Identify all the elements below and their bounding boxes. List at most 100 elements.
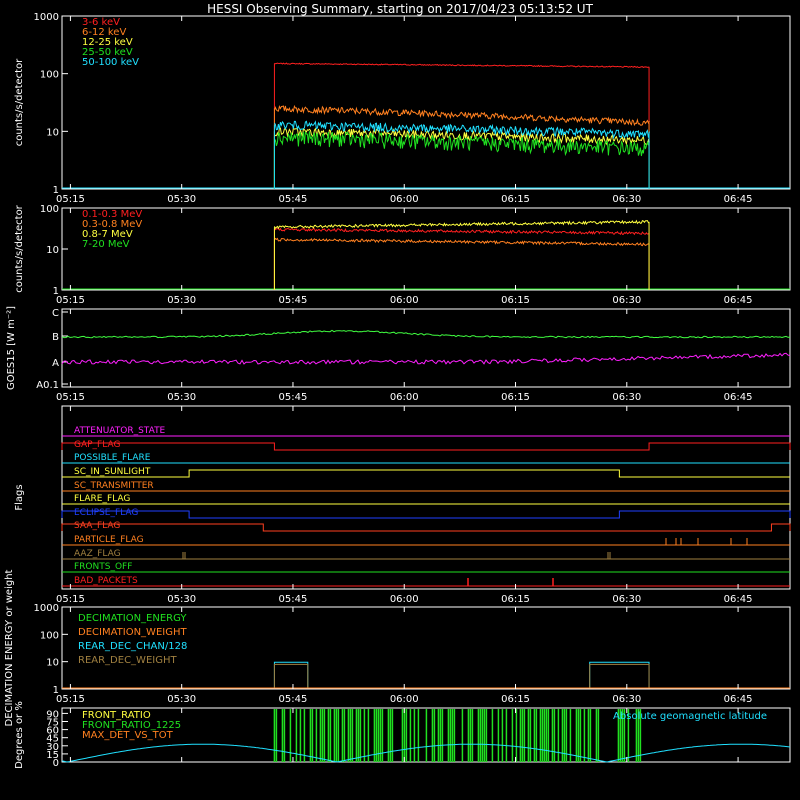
x-tick-label: 06:45	[724, 694, 753, 705]
x-tick-label: 06:30	[612, 295, 641, 306]
x-tick-label: 06:00	[390, 694, 419, 705]
y-tick-label: 0	[53, 758, 59, 769]
flag-line-8	[61, 523, 791, 532]
x-tick-label: 06:30	[612, 594, 641, 605]
y-tick-label: 90	[46, 709, 59, 720]
rear-dec-weight-step	[589, 663, 650, 688]
y-tick-label: 1	[53, 685, 59, 696]
x-tick-label: 06:30	[612, 392, 641, 403]
x-tick-label: 06:45	[724, 594, 753, 605]
x-tick-label: 05:45	[279, 392, 308, 403]
panel-frame-3	[61, 308, 791, 388]
y-tick-label: 10	[46, 127, 59, 138]
flag-line-2	[61, 442, 791, 451]
y-tick-label: 45	[46, 734, 59, 745]
x-tick-label: 05:30	[167, 194, 196, 205]
x-tick-label: 05:30	[167, 295, 196, 306]
panel2-legend-1: 0.1-0.3 MeV	[82, 209, 142, 220]
geomagnetic-latitude-line	[61, 743, 791, 763]
y-tick-label: 100	[40, 204, 59, 215]
decimation-legend-1: DECIMATION_ENERGY	[78, 613, 187, 624]
series-25-50-keV	[273, 131, 650, 157]
panel2-legend-4: 7-20 MeV	[82, 239, 130, 250]
ratios-legend-1: FRONT_RATIO	[82, 710, 151, 721]
x-tick-label: 05:45	[279, 594, 308, 605]
flag-label-6: FLARE_FLAG	[74, 494, 130, 504]
rear-dec-weight-step	[273, 663, 309, 688]
x-tick-label: 06:15	[501, 392, 530, 403]
series-6-12-keV	[273, 104, 650, 127]
ratios-y-axis-label: Degrees or %	[14, 701, 25, 769]
decimation-legend-4: REAR_DEC_WEIGHT	[78, 655, 177, 666]
y-tick-label: 15	[46, 750, 59, 761]
chart-title: HESSI Observing Summary, starting on 201…	[207, 2, 593, 16]
panel1-y-axis-label: counts/s/detector	[14, 58, 25, 146]
x-tick-label: 06:15	[501, 194, 530, 205]
series-0.8-7-MeV	[273, 219, 650, 230]
y-tick-label: 30	[46, 742, 59, 753]
x-tick-label: 06:00	[390, 594, 419, 605]
flag-label-5: SC_TRANSMITTER	[74, 481, 154, 491]
y-tick-label: 60	[46, 726, 59, 737]
x-tick-label: 05:45	[279, 295, 308, 306]
goes-short-line	[61, 352, 791, 365]
flag-label-7: ECLIPSE_FLAG	[74, 508, 138, 518]
x-tick-label: 06:15	[501, 295, 530, 306]
panel1-legend-3: 12-25 keV	[82, 37, 133, 48]
flag-label-2: GAP_FLAG	[74, 440, 120, 450]
panel-frame-5	[61, 606, 791, 690]
flags-y-axis-label: Flags	[14, 484, 25, 510]
y-tick-label: 75	[46, 718, 59, 729]
y-tick-label: 100	[40, 630, 59, 641]
ratios-legend-2: FRONT_RATIO_1225	[82, 720, 181, 731]
x-tick-label: 06:15	[501, 694, 530, 705]
x-tick-label: 05:15	[56, 194, 85, 205]
series-0.1-0.3-MeV	[274, 227, 650, 236]
geomagnetic-latitude-label: Absolute geomagnetic latitude	[613, 711, 767, 722]
x-tick-label: 05:15	[56, 694, 85, 705]
x-tick-label: 06:45	[724, 295, 753, 306]
series-3-6-keV	[274, 62, 650, 69]
flag-label-10: AAZ_FLAG	[74, 549, 121, 559]
y-tick-label: 1000	[34, 12, 59, 23]
y-tick-label: 1	[53, 185, 59, 196]
panel2-legend-3: 0.8-7 MeV	[82, 229, 133, 240]
flag-label-4: SC_IN_SUNLIGHT	[74, 467, 151, 477]
rear-dec-chan-step	[273, 661, 309, 688]
ratios-legend-3: MAX_DET_VS_TOT	[82, 730, 174, 741]
x-tick-label: 05:15	[56, 295, 85, 306]
flag-label-11: FRONTS_OFF	[74, 562, 132, 572]
flag-line-4	[62, 469, 790, 478]
x-tick-label: 06:15	[501, 594, 530, 605]
rear-dec-chan-step	[589, 661, 650, 688]
flag-label-1: ATTENUATOR_STATE	[74, 426, 166, 436]
x-tick-label: 06:00	[390, 392, 419, 403]
x-tick-label: 05:15	[56, 392, 85, 403]
x-tick-label: 06:00	[390, 194, 419, 205]
panel2-y-axis-label: counts/s/detector	[14, 204, 25, 292]
y-tick-label: A	[52, 358, 59, 369]
y-tick-label: 100	[40, 70, 59, 81]
x-tick-label: 05:45	[279, 194, 308, 205]
panel1-legend-4: 25-50 keV	[82, 47, 133, 58]
x-tick-label: 05:30	[167, 594, 196, 605]
x-tick-label: 06:30	[612, 694, 641, 705]
panel1-legend-2: 6-12 keV	[82, 27, 126, 38]
y-tick-label: A0.1	[36, 380, 59, 391]
panel-frame-4	[61, 405, 791, 590]
x-tick-label: 06:00	[390, 295, 419, 306]
y-tick-label: 10	[46, 658, 59, 669]
series-50-100-keV	[273, 120, 650, 140]
flag-label-3: POSSIBLE_FLARE	[74, 453, 151, 463]
y-tick-label: 1000	[34, 603, 59, 614]
x-tick-label: 06:45	[724, 194, 753, 205]
series-0.3-0.8-MeV	[273, 237, 650, 247]
decimation-legend-3: REAR_DEC_CHAN/128	[78, 641, 187, 652]
x-tick-label: 06:30	[612, 194, 641, 205]
decimation-y-axis-label: DECIMATION ENERGY or weight	[4, 569, 15, 726]
y-tick-label: C	[52, 308, 59, 319]
decimation-legend-2: DECIMATION_WEIGHT	[78, 627, 187, 638]
flag-label-8: SAA_FLAG	[74, 521, 120, 531]
x-tick-label: 05:45	[279, 694, 308, 705]
